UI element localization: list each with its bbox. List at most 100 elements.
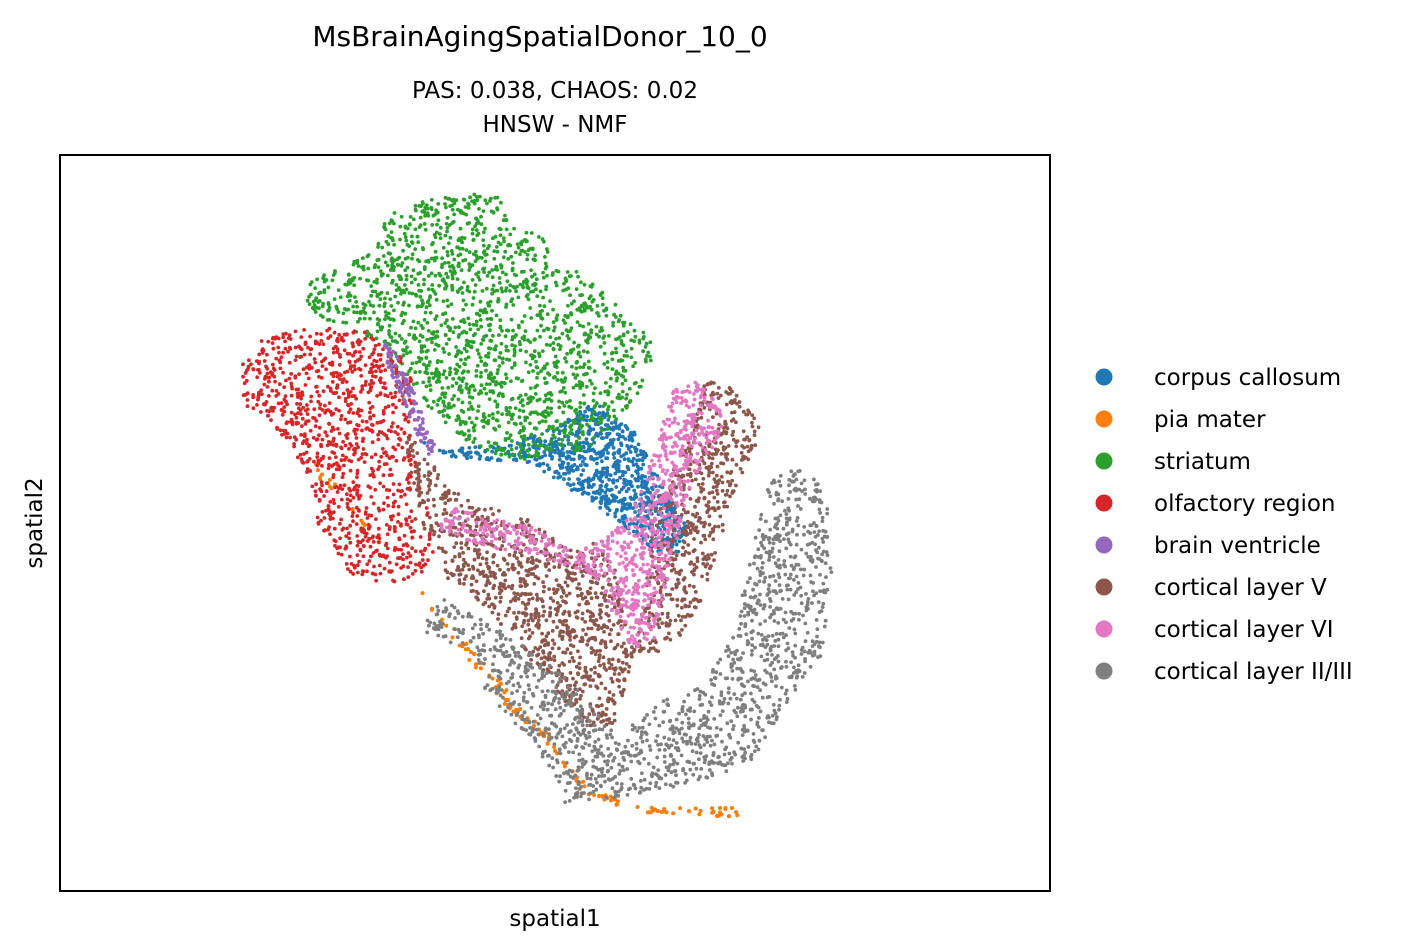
scatter-point — [351, 304, 356, 309]
scatter-point — [622, 514, 627, 518]
scatter-point — [479, 383, 484, 388]
scatter-point — [649, 358, 653, 363]
scatter-point — [551, 433, 556, 437]
scatter-point — [475, 363, 480, 368]
scatter-point — [734, 462, 739, 467]
scatter-point — [611, 446, 616, 450]
scatter-point — [641, 330, 646, 335]
scatter-point — [625, 330, 630, 334]
scatter-point — [346, 403, 351, 408]
scatter-point — [735, 813, 740, 818]
scatter-point — [317, 433, 321, 438]
scatter-point — [534, 359, 538, 364]
scatter-point — [372, 564, 376, 569]
scatter-point — [455, 277, 460, 281]
scatter-point — [287, 360, 292, 365]
scatter-point — [522, 426, 526, 431]
scatter-point — [514, 446, 519, 450]
scatter-point — [355, 543, 360, 548]
scatter-point — [583, 409, 587, 414]
scatter-point — [581, 349, 586, 354]
scatter-point — [413, 568, 418, 573]
scatter-point — [709, 461, 714, 466]
scatter-point — [294, 421, 299, 426]
scatter-point — [604, 381, 608, 385]
scatter-point — [381, 473, 386, 478]
scatter-point — [542, 450, 547, 454]
scatter-point — [377, 292, 382, 296]
scatter-point — [562, 404, 567, 408]
scatter-point — [629, 444, 634, 449]
scatter-point — [273, 379, 277, 384]
scatter-point — [322, 273, 326, 278]
scatter-point — [392, 308, 396, 313]
scatter-point — [347, 531, 351, 536]
scatter-point — [391, 317, 396, 322]
scatter-point — [399, 489, 403, 494]
scatter-point — [351, 510, 355, 515]
scatter-point — [390, 368, 394, 373]
scatter-point — [292, 444, 296, 449]
scatter-point — [407, 332, 412, 337]
scatter-point — [474, 509, 479, 513]
scatter-point — [512, 350, 517, 355]
scatter-point — [452, 394, 456, 398]
scatter-point — [620, 358, 625, 363]
scatter-point — [368, 406, 373, 411]
scatter-point — [536, 371, 540, 376]
scatter-point — [368, 485, 373, 490]
scatter-point — [386, 404, 391, 409]
scatter-point — [327, 326, 332, 331]
scatter-point — [413, 549, 418, 554]
scatter-point — [334, 444, 339, 448]
scatter-point — [551, 375, 556, 380]
scatter-point — [545, 463, 550, 467]
scatter-point — [545, 741, 550, 746]
scatter-point — [517, 408, 522, 413]
scatter-point — [314, 419, 319, 423]
scatter-point — [388, 361, 392, 366]
scatter-point — [528, 290, 533, 294]
scatter-point — [391, 410, 395, 415]
scatter-point — [445, 275, 450, 280]
scatter-point — [322, 290, 327, 295]
scatter-point — [373, 289, 378, 294]
scatter-point — [488, 371, 493, 375]
scatter-point — [481, 243, 486, 248]
scatter-point — [345, 505, 350, 509]
scatter-point — [586, 477, 591, 482]
scatter-point — [484, 382, 489, 386]
scatter-point — [278, 360, 283, 365]
scatter-point — [308, 352, 313, 357]
scatter-point — [605, 512, 610, 517]
scatter-point — [530, 247, 535, 252]
scatter-point — [511, 303, 516, 307]
scatter-point — [332, 462, 336, 467]
scatter-point — [576, 431, 580, 435]
scatter-point — [603, 504, 608, 508]
scatter-point — [333, 539, 338, 544]
scatter-point — [513, 344, 517, 348]
scatter-point — [241, 362, 245, 367]
scatter-point — [554, 283, 559, 288]
scatter-point — [340, 475, 345, 479]
scatter-point — [407, 481, 411, 485]
scatter-point — [477, 207, 481, 211]
scatter-point — [414, 562, 418, 567]
scatter-point — [646, 810, 650, 815]
scatter-point — [598, 484, 603, 488]
scatter-point — [481, 412, 486, 416]
scatter-point — [287, 376, 292, 381]
scatter-point — [453, 325, 458, 330]
scatter-point — [369, 455, 374, 460]
scatter-point — [418, 294, 423, 299]
scatter-point — [474, 319, 479, 324]
scatter-point — [421, 563, 426, 568]
scatter-point — [559, 595, 564, 599]
scatter-point — [355, 553, 360, 557]
scatter-point — [354, 300, 359, 304]
scatter-point — [576, 344, 580, 349]
scatter-point — [561, 318, 566, 323]
scatter-point — [399, 494, 403, 499]
scatter-point — [600, 469, 605, 474]
